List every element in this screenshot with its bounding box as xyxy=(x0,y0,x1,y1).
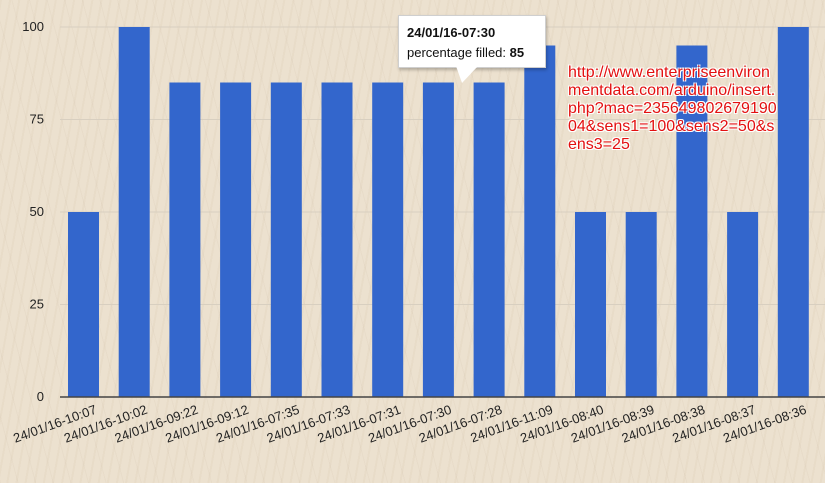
bar[interactable] xyxy=(777,27,809,397)
y-tick-label: 0 xyxy=(37,389,44,404)
tooltip-label: percentage filled: xyxy=(407,45,507,60)
bar[interactable] xyxy=(321,82,353,398)
y-tick-labels: 0 25 50 75 100 xyxy=(22,19,44,404)
tooltip-pointer xyxy=(456,66,478,83)
bar[interactable] xyxy=(118,27,150,397)
bar[interactable] xyxy=(727,212,759,397)
bar[interactable] xyxy=(575,212,606,397)
tooltip-title: 24/01/16-07:30 xyxy=(407,25,496,40)
bar[interactable] xyxy=(270,82,302,398)
bar[interactable] xyxy=(676,45,708,398)
bar-tooltip: 24/01/16-07:30 percentage filled: 85 xyxy=(398,15,546,68)
y-tick-label: 50 xyxy=(30,204,44,219)
y-tick-label: 75 xyxy=(30,112,44,127)
url-annotation: http://www.enterpriseenvironmentdata.com… xyxy=(568,64,777,153)
bar[interactable] xyxy=(169,82,201,398)
bar[interactable] xyxy=(372,82,404,398)
bar[interactable] xyxy=(625,212,657,397)
bar[interactable] xyxy=(220,82,252,398)
bar[interactable] xyxy=(473,82,505,398)
bar[interactable] xyxy=(524,45,556,398)
tooltip-value: 85 xyxy=(509,45,525,60)
bar[interactable] xyxy=(422,82,454,398)
bars xyxy=(68,27,809,397)
tooltip-line: percentage filled: 85 xyxy=(407,45,524,60)
y-tick-label: 25 xyxy=(30,297,44,312)
y-tick-label: 100 xyxy=(22,19,44,34)
bar[interactable] xyxy=(68,212,99,397)
x-tick-labels: 24/01/16-10:0724/01/16-10:0224/01/16-09:… xyxy=(11,402,808,446)
